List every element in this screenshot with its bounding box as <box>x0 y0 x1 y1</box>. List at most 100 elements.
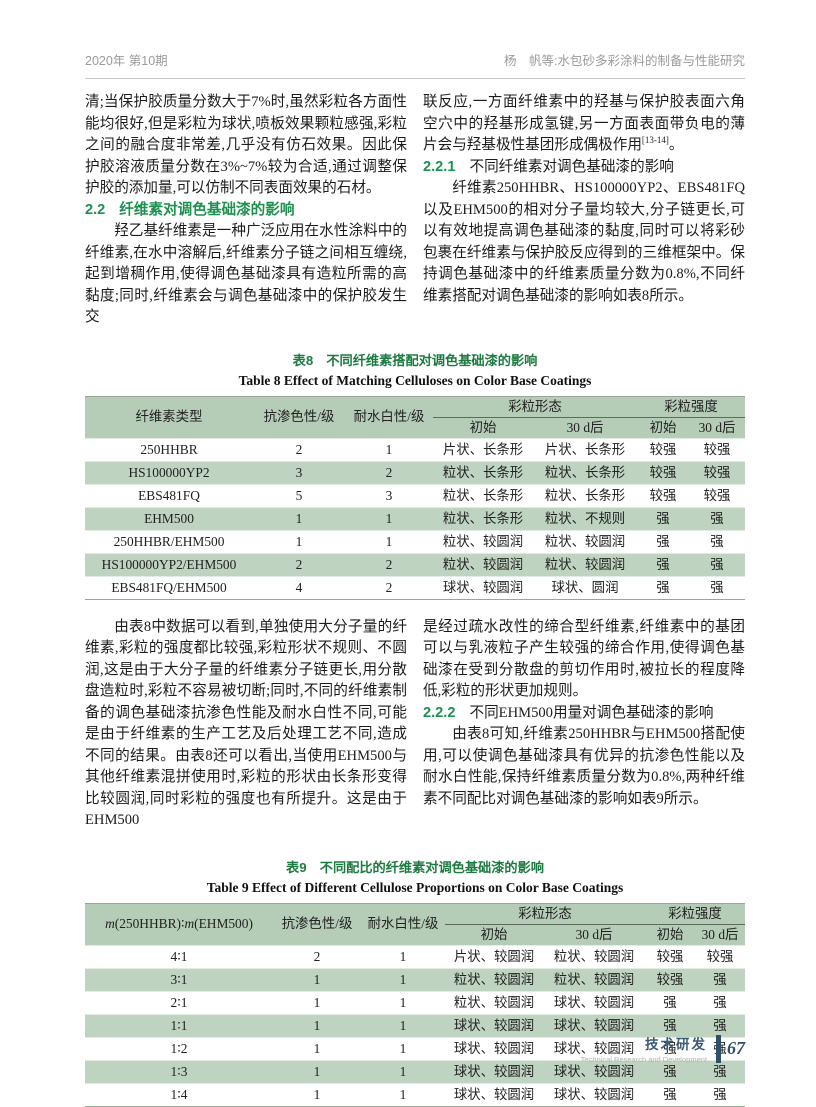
column-header: 纤维素类型 <box>135 409 203 424</box>
paragraph: 联反应,一方面纤维素中的羟基与保护胶表面六角空穴中的羟基形成氢键,另一方面表面带… <box>423 92 745 157</box>
column-subheader: 30 d后 <box>575 926 613 942</box>
table-cell: 强 <box>663 1064 677 1079</box>
table-row: EBS481FQ/EHM500 4 2 球状、较圆润 球状、圆润 强 强 <box>85 576 745 599</box>
citation-ref: [13-14] <box>641 135 669 146</box>
table-cell: 粒状、长条形 <box>442 465 524 480</box>
table-cell: 较强 <box>703 488 731 503</box>
table-cell: 强 <box>663 1018 677 1033</box>
table-cell: 较强 <box>703 442 731 457</box>
column-group-header: 彩粒形态 <box>433 396 637 418</box>
table-cell: 球状、较圆润 <box>453 1087 535 1102</box>
table-cell: 粒状、较圆润 <box>453 995 535 1010</box>
table-cell: 片状、长条形 <box>544 442 626 457</box>
table-cell: 强 <box>710 511 724 526</box>
paragraph: 纤维素250HHBR、HS100000YP2、EBS481FQ以及EHM500的… <box>423 180 745 304</box>
ratio-symbol: m <box>105 916 115 931</box>
paragraph-text: 联反应,一方面纤维素中的羟基与保护胶表面六角空穴中的羟基形成氢键,另一方面表面带… <box>423 94 745 153</box>
table-cell: 粒状、较圆润 <box>442 557 524 572</box>
column-subheader: 30 d后 <box>701 926 739 942</box>
table-cell: 粒状、不规则 <box>544 511 626 526</box>
table-cell: 粒状、较圆润 <box>544 534 626 549</box>
table-row: HS100000YP2 3 2 粒状、长条形 粒状、长条形 较强 较强 <box>85 461 745 484</box>
column-header: 耐水白性/级 <box>353 409 425 424</box>
paragraph: 清;当保护胶质量分数大于7%时,虽然彩粒各方面性能均很好,但是彩粒为球状,喷板效… <box>85 94 407 196</box>
table-cell: 4∶1 <box>170 949 188 964</box>
table-cell: 1∶1 <box>170 1018 188 1033</box>
table-row: HS100000YP2/EHM500 2 2 粒状、较圆润 粒状、较圆润 强 强 <box>85 553 745 576</box>
column-header: 耐水白性/级 <box>367 916 439 931</box>
table8-header: 纤维素类型 抗渗色性/级 耐水白性/级 彩粒形态 彩粒强度 初始 30 d后 初… <box>85 396 745 438</box>
table-cell: 粒状、较圆润 <box>453 972 535 987</box>
table-row: 3∶1 1 1 粒状、较圆润 粒状、较圆润 较强 强 <box>85 968 745 991</box>
table-row: 250HHBR 2 1 片状、长条形 片状、长条形 较强 较强 <box>85 438 745 461</box>
paragraph: 是经过疏水改性的缔合型纤维素,纤维素中的基团可以与乳液粒子产生较强的缔合作用,使… <box>423 618 745 700</box>
table-cell: 3∶1 <box>170 972 188 987</box>
table-cell: 片状、长条形 <box>442 442 524 457</box>
table-cell: 1 <box>385 534 393 549</box>
table-cell: 250HHBR <box>140 442 198 457</box>
table-cell: 强 <box>713 1018 727 1033</box>
paragraph: 由表8中数据可以看到,单独使用大分子量的纤维素,彩粒的强度都比较强,彩粒形状不规… <box>85 618 407 829</box>
table-cell: 球状、较圆润 <box>453 1064 535 1079</box>
table-cell: 球状、圆润 <box>551 580 619 595</box>
column-subheader: 初始 <box>469 419 497 435</box>
table-cell: 1 <box>295 534 303 549</box>
table9-caption-en: Table 9 Effect of Different Cellulose Pr… <box>206 879 624 895</box>
table-cell: 球状、较圆润 <box>442 580 524 595</box>
table8: 纤维素类型 抗渗色性/级 耐水白性/级 彩粒形态 彩粒强度 初始 30 d后 初… <box>85 395 745 600</box>
table-cell: EHM500 <box>144 511 194 526</box>
table8-caption-cn: 表8 不同纤维素搭配对调色基础漆的影响 <box>292 352 538 368</box>
ratio-text: (EHM500) <box>194 916 253 931</box>
footer-section-en: Technical Research and Development <box>580 1055 707 1064</box>
table-cell: 1 <box>313 1018 321 1033</box>
column-subheader: 初始 <box>480 926 508 942</box>
table-cell: 强 <box>713 1087 727 1102</box>
table-cell: 球状、较圆润 <box>453 1041 535 1056</box>
table-row: 1∶3 1 1 球状、较圆润 球状、较圆润 强 强 <box>85 1060 745 1083</box>
column-subheader: 初始 <box>649 419 677 435</box>
table-cell: 3 <box>385 488 393 503</box>
table-cell: 较强 <box>656 972 684 987</box>
body-columns-top: 清;当保护胶质量分数大于7%时,虽然彩粒各方面性能均很好,但是彩粒为球状,喷板效… <box>85 92 745 329</box>
section-number: 2.2 <box>85 201 106 218</box>
table8-caption-en: Table 8 Effect of Matching Celluloses on… <box>238 372 592 388</box>
table-cell: 强 <box>656 580 670 595</box>
table-cell: 1 <box>385 511 393 526</box>
table-cell: 2 <box>313 949 321 964</box>
table-cell: 球状、较圆润 <box>553 1041 635 1056</box>
footer-page-bar <box>716 1034 721 1063</box>
section-heading-2-2-1: 2.2.1 不同纤维素对调色基础漆的影响 <box>423 157 745 179</box>
column-header-ratio: m(250HHBR)∶m(EHM500) <box>85 903 273 945</box>
table-cell: 1 <box>399 1018 407 1033</box>
table-cell: 1∶4 <box>170 1087 188 1102</box>
table-cell: 较强 <box>649 465 677 480</box>
table-cell: 较强 <box>703 465 731 480</box>
section-number: 2.2.1 <box>423 158 456 175</box>
table-cell: 4 <box>295 580 303 595</box>
table-cell: 较强 <box>656 949 684 964</box>
table-row: 1∶4 1 1 球状、较圆润 球状、较圆润 强 强 <box>85 1083 745 1106</box>
table-cell: 1 <box>385 442 393 457</box>
table-cell: HS100000YP2/EHM500 <box>101 557 237 572</box>
table-cell: 1 <box>313 1087 321 1102</box>
column-header: 抗渗色性/级 <box>263 409 335 424</box>
table-cell: 1∶3 <box>170 1064 188 1079</box>
table9-header: m(250HHBR)∶m(EHM500) 抗渗色性/级 耐水白性/级 彩粒形态 … <box>85 903 745 945</box>
table9-body: 4∶1 2 1 片状、较圆润 粒状、较圆润 较强 较强 3∶1 1 1 粒状、较圆润 粒状、较圆润 较强… <box>85 945 745 1106</box>
table-cell: 强 <box>656 557 670 572</box>
footer-section: 技术研发 Technical Research and Development <box>581 1033 707 1064</box>
table-cell: 粒状、长条形 <box>544 465 626 480</box>
table-row: EBS481FQ 5 3 粒状、长条形 粒状、长条形 较强 较强 <box>85 484 745 507</box>
table-cell: 1 <box>313 1064 321 1079</box>
column-subheader: 30 d后 <box>566 419 604 435</box>
column-right-mid: 是经过疏水改性的缔合型纤维素,纤维素中的基团可以与乳液粒子产生较强的缔合作用,使… <box>423 617 745 832</box>
ratio-symbol: m <box>184 916 195 931</box>
section-number: 2.2.2 <box>423 704 456 721</box>
table-cell: 2 <box>385 557 393 572</box>
table-cell: 粒状、长条形 <box>442 511 524 526</box>
table-cell: 粒状、较圆润 <box>442 534 524 549</box>
paragraph: 羟乙基纤维素是一种广泛应用在水性涂料中的纤维素,在水中溶解后,纤维素分子链之间相… <box>85 223 407 325</box>
ratio-text: (250HHBR)∶ <box>114 916 185 931</box>
page-footer: 技术研发 Technical Research and Development … <box>581 1033 745 1064</box>
